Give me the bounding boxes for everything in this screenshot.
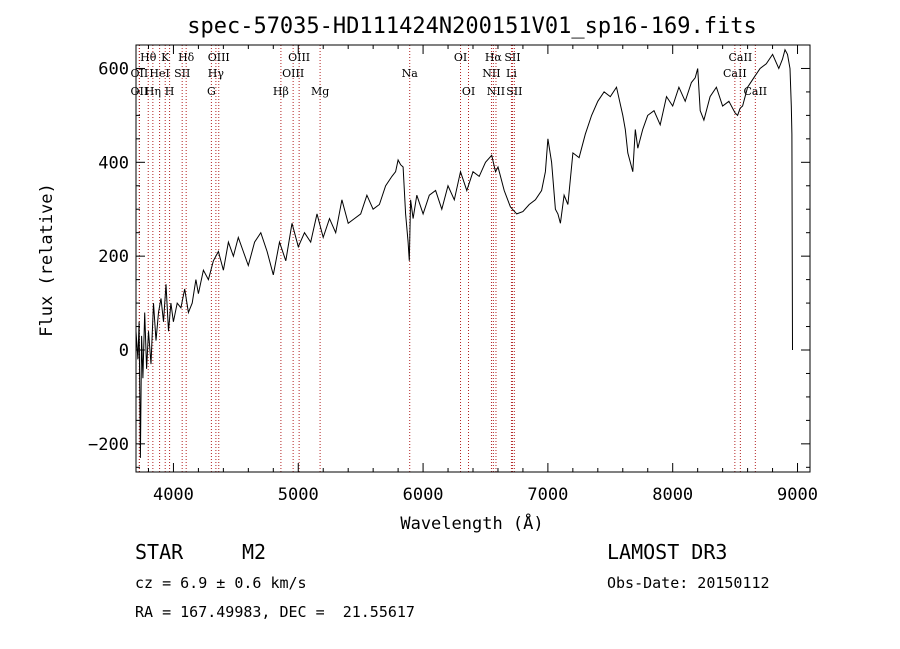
survey-name: LAMOST DR3 bbox=[607, 540, 728, 564]
coordinates-text: RA = 167.49983, DEC = 21.55617 bbox=[135, 603, 415, 621]
object-subclass: M2 bbox=[242, 540, 267, 564]
emission-line-markers bbox=[138, 45, 756, 472]
emission-label: Na bbox=[402, 67, 419, 80]
y-tick-label: 0 bbox=[119, 341, 129, 361]
emission-label: Hγ bbox=[208, 67, 225, 80]
emission-label: Hθ bbox=[140, 51, 157, 64]
emission-label: H bbox=[165, 85, 175, 98]
x-tick-label: 9000 bbox=[777, 485, 818, 505]
emission-label: Hη bbox=[145, 85, 161, 98]
emission-label: NII bbox=[482, 67, 500, 80]
y-tick-label: 200 bbox=[98, 247, 129, 267]
emission-label: Hβ bbox=[273, 85, 289, 98]
emission-label: HeI bbox=[149, 67, 169, 80]
emission-label: CaII bbox=[723, 67, 747, 80]
redshift-text: cz = 6.9 ± 0.6 km/s bbox=[135, 574, 307, 592]
plot-frame bbox=[135, 44, 811, 473]
y-axis-ticks: −200 0 200 400 600 bbox=[88, 44, 810, 468]
y-tick-label: −200 bbox=[88, 435, 129, 455]
emission-label: OI bbox=[462, 85, 475, 98]
y-tick-label: 400 bbox=[98, 153, 129, 173]
x-tick-label: 8000 bbox=[652, 485, 693, 505]
emission-label: CaII bbox=[743, 85, 767, 98]
emission-label: SII bbox=[506, 85, 522, 98]
emission-label: SII bbox=[504, 51, 520, 64]
emission-label: OI bbox=[454, 51, 467, 64]
emission-label: SII bbox=[174, 67, 190, 80]
x-tick-label: 5000 bbox=[278, 485, 319, 505]
emission-label: K bbox=[161, 51, 170, 64]
emission-label: OIII bbox=[208, 51, 230, 64]
object-class: STAR bbox=[135, 540, 184, 564]
emission-label: Mg bbox=[311, 85, 329, 98]
x-tick-label: 4000 bbox=[153, 485, 194, 505]
obs-date: Obs-Date: 20150112 bbox=[607, 574, 770, 592]
emission-label: NII bbox=[487, 85, 505, 98]
emission-label: OII bbox=[131, 67, 149, 80]
y-axis-label: Flux (relative) bbox=[37, 183, 57, 337]
x-axis-ticks: 4000 5000 6000 7000 8000 9000 bbox=[147, 45, 818, 505]
x-tick-label: 6000 bbox=[403, 485, 444, 505]
x-tick-label: 7000 bbox=[527, 485, 568, 505]
emission-label: OIII bbox=[288, 51, 310, 64]
spectrum-line bbox=[135, 48, 793, 458]
emission-label: Hα bbox=[485, 51, 503, 64]
chart-title: spec-57035-HD111424N200151V01_sp16-169.f… bbox=[187, 14, 757, 39]
emission-label: G bbox=[207, 85, 216, 98]
emission-label: Li bbox=[506, 67, 517, 80]
y-tick-label: 600 bbox=[98, 59, 129, 79]
x-axis-label: Wavelength (Å) bbox=[400, 512, 543, 534]
emission-label: CaII bbox=[729, 51, 753, 64]
emission-label: Hδ bbox=[178, 51, 195, 64]
emission-label: OIII bbox=[282, 67, 304, 80]
